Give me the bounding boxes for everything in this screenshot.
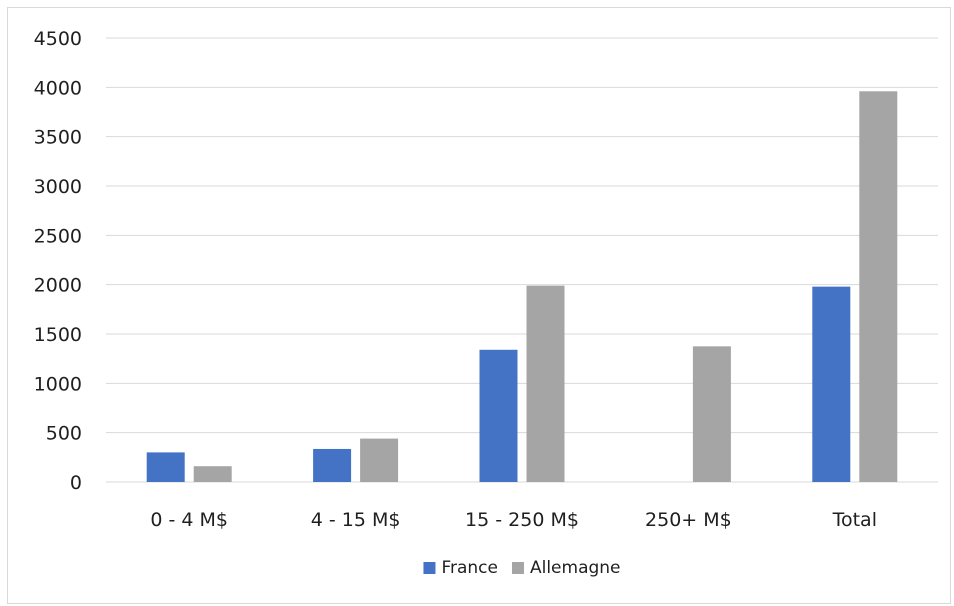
legend-swatch-france — [423, 562, 436, 574]
y-tick-label: 4000 — [34, 77, 82, 99]
bar-allemagne-0 — [193, 466, 232, 482]
y-tick-label: 4500 — [34, 28, 82, 50]
y-tick-label: 0 — [70, 472, 82, 494]
y-tick-label: 500 — [46, 423, 82, 445]
legend-swatch-allemagne — [511, 562, 524, 574]
y-tick-label: 2500 — [34, 225, 82, 247]
legend-label-france: France — [441, 558, 498, 578]
bar-allemagne-4 — [859, 91, 898, 482]
x-tick-label: 15 - 250 M$ — [465, 509, 579, 531]
x-axis-tick-labels: 0 - 4 M$ 4 - 15 M$ 15 - 250 M$ 250+ M$ Total — [150, 509, 877, 531]
bar-france-2 — [479, 349, 518, 482]
legend: France Allemagne — [423, 558, 621, 578]
x-tick-label: 0 - 4 M$ — [150, 509, 228, 531]
chart-frame — [7, 7, 951, 604]
x-tick-label: 250+ M$ — [645, 509, 732, 531]
y-tick-label: 3500 — [34, 127, 82, 149]
y-axis-tick-labels: 0 500 1000 1500 2000 2500 3000 3500 4000 4500 — [34, 28, 82, 494]
x-tick-label: Total — [832, 509, 877, 531]
y-tick-label: 1000 — [34, 373, 82, 395]
gridlines — [106, 37, 938, 483]
y-tick-label: 2000 — [34, 275, 82, 297]
bar-allemagne-3 — [692, 346, 731, 482]
bar-allemagne-2 — [526, 285, 565, 482]
bar-france-0 — [146, 452, 185, 482]
x-tick-label: 4 - 15 M$ — [311, 509, 401, 531]
bars — [146, 91, 898, 482]
bar-france-4 — [812, 286, 851, 482]
legend-label-allemagne: Allemagne — [530, 558, 621, 578]
bar-allemagne-1 — [360, 438, 399, 482]
y-tick-label: 1500 — [34, 324, 82, 346]
y-tick-label: 3000 — [34, 176, 82, 198]
bar-france-1 — [313, 448, 352, 482]
